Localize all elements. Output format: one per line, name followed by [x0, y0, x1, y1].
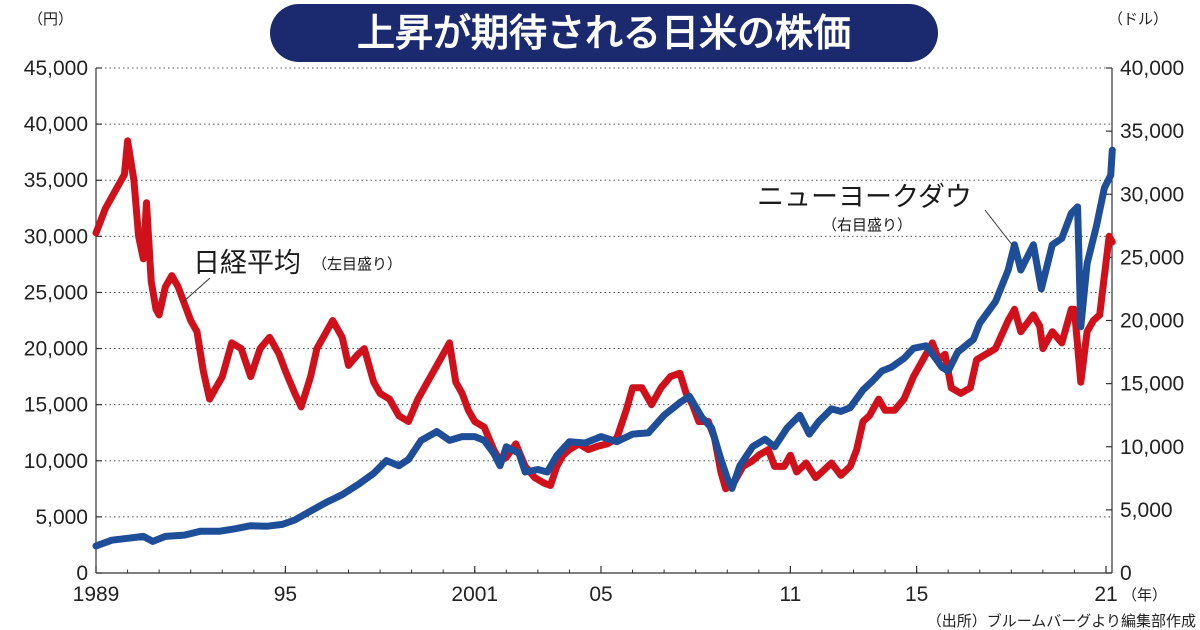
left-tick-label-9: 45,000 — [24, 57, 88, 80]
x-axis-unit: （年） — [1122, 586, 1167, 604]
right-tick-label-5: 25,000 — [1120, 246, 1184, 269]
left-tick-label-7: 35,000 — [24, 169, 88, 192]
x-tick-label-2: 2001 — [451, 583, 498, 606]
left-tick-label-2: 10,000 — [24, 450, 88, 473]
left-tick-label-5: 25,000 — [24, 281, 88, 304]
x-tick-label-0: 1989 — [73, 583, 120, 606]
right-tick-label-1: 5,000 — [1120, 499, 1173, 522]
series-line-nikkei — [92, 137, 1116, 493]
x-tick-label-5: 15 — [905, 583, 928, 606]
left-tick-label-8: 40,000 — [24, 113, 88, 136]
left-axis-unit: （円） — [28, 10, 73, 28]
dow-label: ニューヨークダウ — [757, 182, 972, 213]
left-tick-label-0: 0 — [76, 562, 88, 585]
left-tick-label-4: 20,000 — [24, 338, 88, 361]
x-tick-label-1: 95 — [274, 583, 297, 606]
nikkei-leader-line — [182, 277, 211, 303]
right-axis-unit: （ドル） — [1108, 10, 1168, 28]
dow-leader-line — [984, 209, 1014, 247]
nikkei-axis-note: （左目盛り） — [312, 255, 402, 273]
right-tick-label-0: 0 — [1120, 562, 1132, 585]
right-tick-label-8: 40,000 — [1120, 57, 1184, 80]
x-tick-label-4: 11 — [779, 583, 801, 606]
x-tick-label-6: 21 — [1094, 583, 1117, 606]
x-tick-label-3: 05 — [589, 583, 612, 606]
dow-axis-note: （右目盛り） — [822, 216, 912, 234]
series-layer — [92, 137, 1116, 550]
right-tick-label-7: 35,000 — [1120, 120, 1184, 143]
left-tick-label-1: 5,000 — [35, 506, 88, 529]
x-axis: 1989 95 2001 05 11 15 21 — [73, 566, 1118, 606]
series-line-dow — [92, 146, 1116, 550]
right-tick-label-6: 30,000 — [1120, 183, 1184, 206]
source-note: （出所）ブルームバーグより編集部作成 — [927, 612, 1196, 630]
right-tick-label-3: 15,000 — [1120, 373, 1184, 396]
left-tick-label-3: 15,000 — [24, 394, 88, 417]
right-tick-label-2: 10,000 — [1120, 436, 1184, 459]
chart-title: 上昇が期待される日米の株価 — [357, 11, 851, 55]
left-axis: 0 5,000 10,000 15,000 20,000 25,000 30,000 35,0… — [24, 57, 102, 585]
title-banner — [270, 4, 938, 62]
right-axis: 0 5,000 10,000 15,000 20,000 25,000 30,000 35,0… — [1106, 57, 1184, 585]
nikkei-label: 日経平均 — [193, 248, 301, 279]
right-tick-label-4: 20,000 — [1120, 310, 1184, 333]
gridlines — [96, 67, 1112, 518]
left-tick-label-6: 30,000 — [24, 225, 88, 248]
